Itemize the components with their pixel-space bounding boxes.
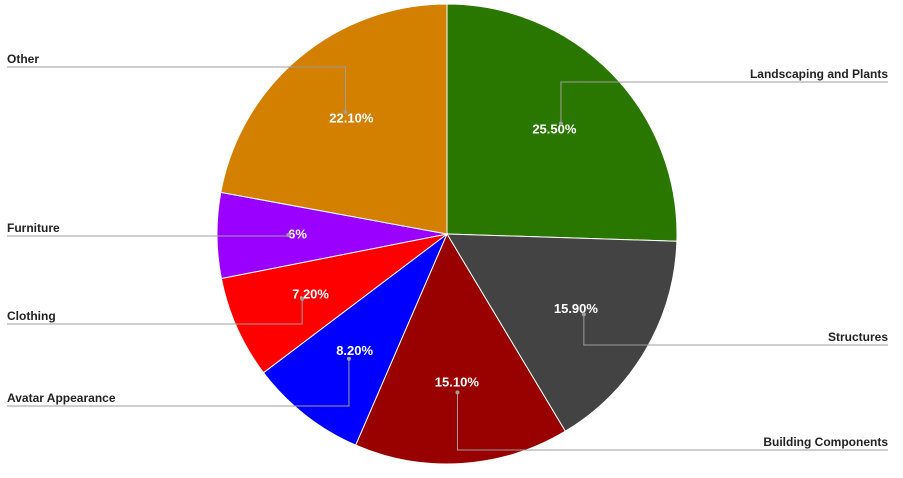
pie-slices bbox=[216, 3, 678, 465]
legend-label-building-components: Building Components bbox=[763, 435, 888, 449]
leader-dot-other bbox=[343, 110, 348, 115]
leader-line-other bbox=[7, 66, 346, 113]
legend-labels: Landscaping and Plants Structures Building… bbox=[7, 52, 888, 449]
leader-line-building-components bbox=[456, 392, 888, 451]
slice-value-label-structures: 15.90% bbox=[554, 301, 599, 316]
slice-other bbox=[220, 3, 448, 235]
slice-value-label-building-components: 15.10% bbox=[435, 375, 480, 390]
legend-label-clothing: Clothing bbox=[7, 309, 56, 323]
leader-dot-building-components bbox=[455, 390, 460, 395]
leader-line-structures bbox=[583, 314, 888, 346]
slice-avatar-appearance bbox=[262, 232, 449, 446]
leader-dot-clothing bbox=[300, 296, 305, 301]
leader-line-avatar-appearance bbox=[7, 358, 350, 407]
slice-value-label-landscaping-and-plants: 25.50% bbox=[532, 121, 577, 136]
legend-label-structures: Structures bbox=[828, 330, 888, 344]
legend-label-furniture: Furniture bbox=[7, 221, 60, 235]
legend-label-other: Other bbox=[7, 52, 39, 66]
leader-line-landscaping-and-plants bbox=[560, 81, 888, 124]
slice-value-label-furniture: 6% bbox=[288, 226, 307, 241]
slice-value-label-clothing: 7.20% bbox=[292, 287, 329, 302]
slice-value-label-avatar-appearance: 8.20% bbox=[336, 343, 373, 358]
leader-line-clothing bbox=[7, 298, 303, 325]
slice-clothing bbox=[220, 233, 448, 374]
slice-structures bbox=[446, 233, 678, 432]
leader-dot-furniture bbox=[286, 232, 291, 237]
legend-label-avatar-appearance: Avatar Appearance bbox=[7, 391, 116, 405]
legend-label-landscaping-and-plants: Landscaping and Plants bbox=[750, 67, 888, 81]
slice-value-label-other: 22.10% bbox=[329, 111, 374, 126]
legend-leader-lines bbox=[7, 66, 888, 451]
leader-dot-landscaping-and-plants bbox=[558, 121, 563, 126]
leader-dot-structures bbox=[581, 312, 586, 317]
leader-dot-avatar-appearance bbox=[346, 356, 351, 361]
slice-building-components bbox=[354, 232, 567, 465]
